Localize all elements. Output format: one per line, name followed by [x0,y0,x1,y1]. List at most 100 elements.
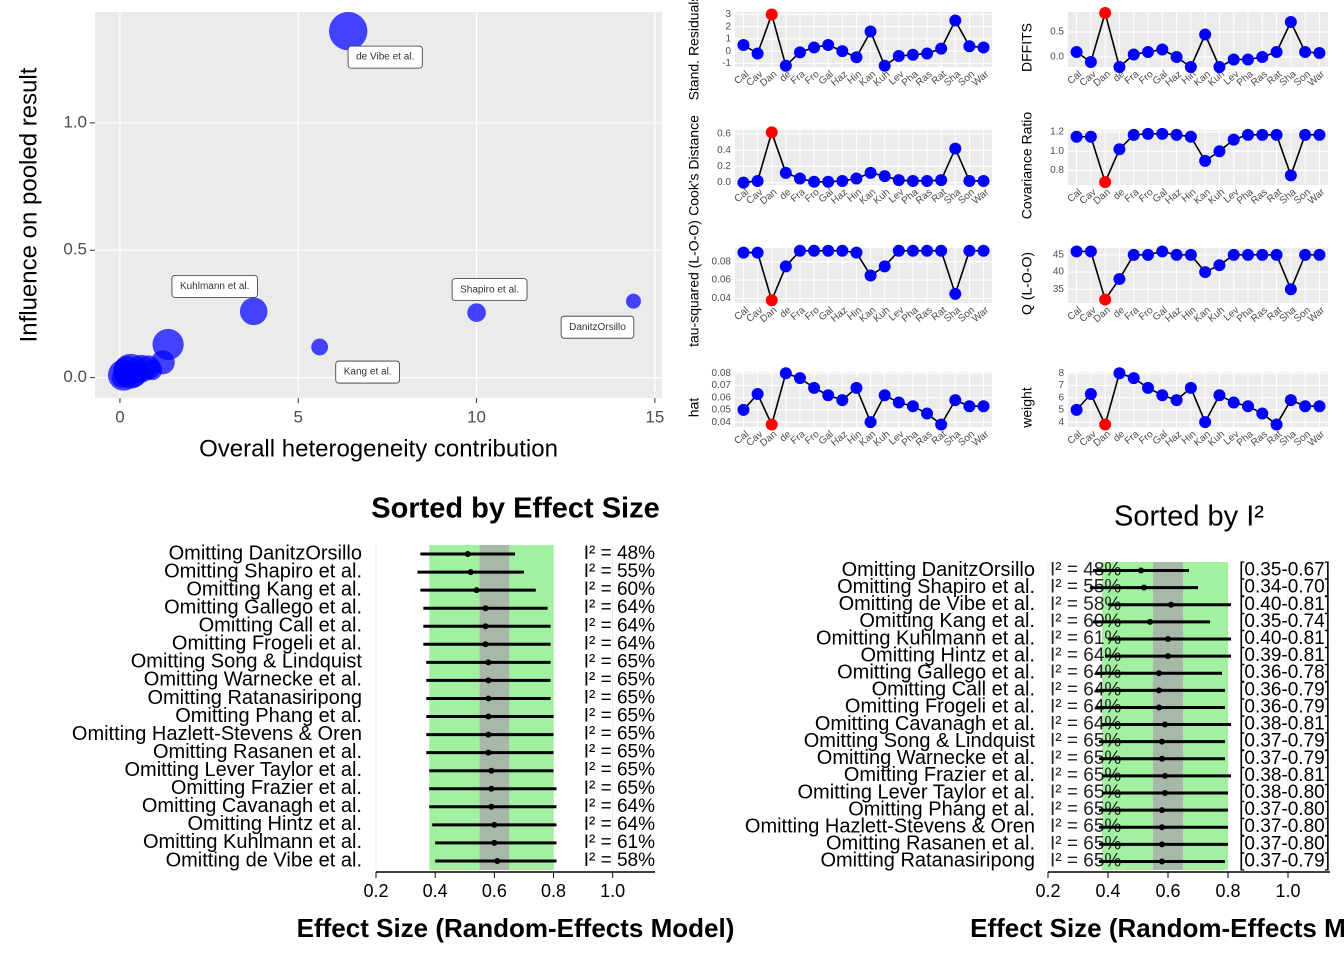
y-tick-label: 6 [1058,392,1064,403]
point [751,246,764,259]
row-label: Omitting Hintz et al. [860,644,1035,666]
row-label: Omitting Shapiro et al. [164,560,362,582]
point [963,244,976,257]
point [850,246,863,259]
ci-label: [0.35-0.67] [1239,560,1330,581]
ci-label: [0.37-0.80] [1239,833,1330,854]
y-tick-label: 8 [1058,368,1064,379]
point [1099,293,1112,306]
ci-label: [0.40-0.81] [1239,628,1330,649]
i2-label: I² = 60% [1050,611,1121,632]
row-label: Omitting Hazlett-Stevens & Oren [745,816,1035,838]
i2-label: I² = 58% [1050,594,1121,615]
i2-label: I² = 65% [1050,731,1121,752]
estimate-point [488,803,495,810]
ci-label: [0.38-0.81] [1239,765,1330,786]
x-tick-label: 15 [645,407,664,426]
row-label: Omitting Phang et al. [175,705,362,727]
point [864,25,877,38]
point [765,418,778,431]
estimate-point [1165,636,1171,642]
point [1184,130,1197,143]
row-label: Omitting Rasanen et al. [826,833,1035,855]
point [1242,128,1254,141]
row-label: Omitting Kuhlmann et al. [143,831,362,853]
estimate-point [1162,790,1168,796]
x-tick-label: 10 [467,407,486,426]
estimate-point [482,623,489,630]
point [963,400,976,413]
x-tick-label: War [1306,68,1327,88]
point [977,174,990,187]
row-label: Omitting Rasanen et al. [153,741,362,763]
ci-label: [0.38-0.81] [1239,714,1330,735]
point [1156,127,1169,140]
point [1270,418,1283,431]
ci-label: [0.35-0.74] [1239,611,1330,632]
point-label-text: Kang et al. [344,367,392,378]
point [1113,272,1126,285]
point [906,48,919,61]
point [1170,51,1183,63]
point [1242,400,1254,413]
estimate-point [1147,618,1153,625]
y-tick-label: 4 [1058,417,1064,428]
point [822,175,835,188]
point [1199,154,1212,167]
y-axis-title: Covariance Ratio [1019,112,1035,220]
point [1070,46,1083,58]
y-tick-label: 1.2 [1050,127,1064,138]
point [1070,403,1083,416]
point [625,293,641,309]
point [1070,130,1083,143]
ci-label: [0.36-0.78] [1239,662,1330,683]
estimate-point [485,677,492,684]
point [1142,248,1154,261]
point [737,246,750,259]
point [1256,407,1269,420]
point [949,394,962,407]
x-tick-label: Dan [1092,305,1113,325]
point [864,416,877,429]
point [906,400,919,413]
point [1313,248,1326,261]
x-tick-label: 0 [115,407,124,426]
i2-label: I² = 65% [584,742,655,763]
point [1099,418,1112,431]
point [779,166,792,179]
point [1270,248,1283,261]
y-tick-label: 5 [1058,405,1064,416]
i2-label: I² = 65% [584,669,655,690]
y-tick-label: 35 [1053,284,1065,295]
ci-label: [0.37-0.79] [1239,748,1330,769]
x-tick-label: 0.8 [1215,881,1240,901]
x-tick-label: 1.0 [600,881,625,901]
row-label: Omitting Kuhlmann et al. [816,627,1035,649]
estimate-point [485,695,492,702]
point [793,172,806,185]
estimate-point [485,749,492,756]
point [1199,416,1212,429]
row-label: Omitting Gallego et al. [837,662,1035,684]
estimate-point [1159,824,1165,831]
shaded-range [1153,562,1183,870]
point [1084,245,1097,258]
row-label: Omitting de Vibe et al. [166,849,362,871]
estimate-point [464,551,471,558]
point [1142,127,1154,140]
y-axis-title: Stand. Residuals [686,0,702,100]
point [1270,128,1283,141]
i2-label: I² = 58% [584,850,655,871]
point [1256,248,1269,261]
estimate-point [1156,670,1162,677]
estimate-point [1159,755,1165,762]
i2-label: I² = 65% [584,724,655,745]
point [1227,396,1240,409]
x-tick-label: 0.2 [1035,881,1060,901]
point [1299,46,1312,58]
row-label: Omitting Ratanasiripong [147,687,362,709]
y-tick-label: 0.05 [712,405,732,416]
point [949,142,962,155]
label-box [171,274,258,298]
y-axis-title: weight [1019,387,1035,429]
